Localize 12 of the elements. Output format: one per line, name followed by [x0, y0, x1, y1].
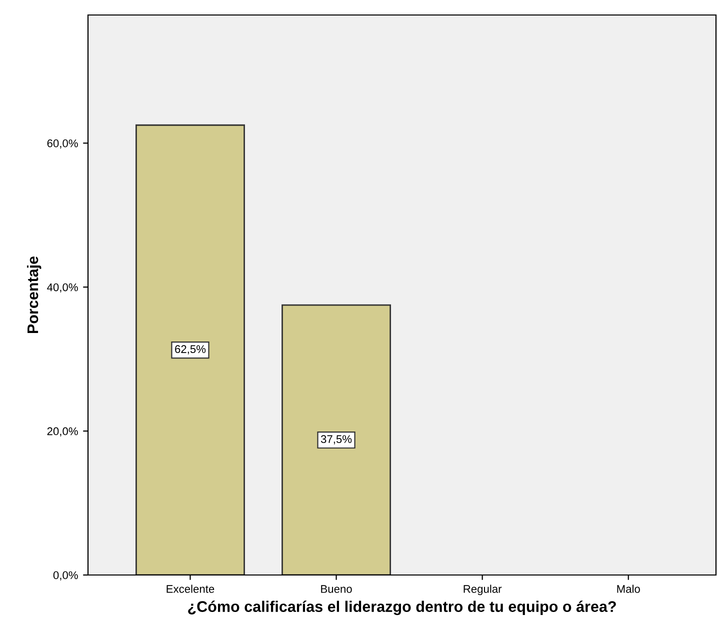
data-label: 62,5%	[175, 345, 206, 354]
data-label: 37,5%	[320, 435, 352, 444]
y-tick-label: 20,0%	[47, 427, 78, 436]
x-tick-label: Regular	[464, 584, 502, 596]
y-axis-title: Porcentaje	[26, 256, 42, 334]
y-tick-label: 40,0%	[47, 283, 78, 293]
y-tick-label: 0,0%	[53, 571, 78, 580]
y-tick-label: 60,0%	[47, 139, 78, 149]
x-tick-label: Excelente	[166, 584, 214, 593]
x-tick-label: Bueno	[321, 585, 352, 593]
x-tick-label: Malo	[617, 584, 640, 593]
x-axis-title: ¿Cómo calificarías el liderazgo dentro de tu equipo o área?	[188, 600, 616, 616]
